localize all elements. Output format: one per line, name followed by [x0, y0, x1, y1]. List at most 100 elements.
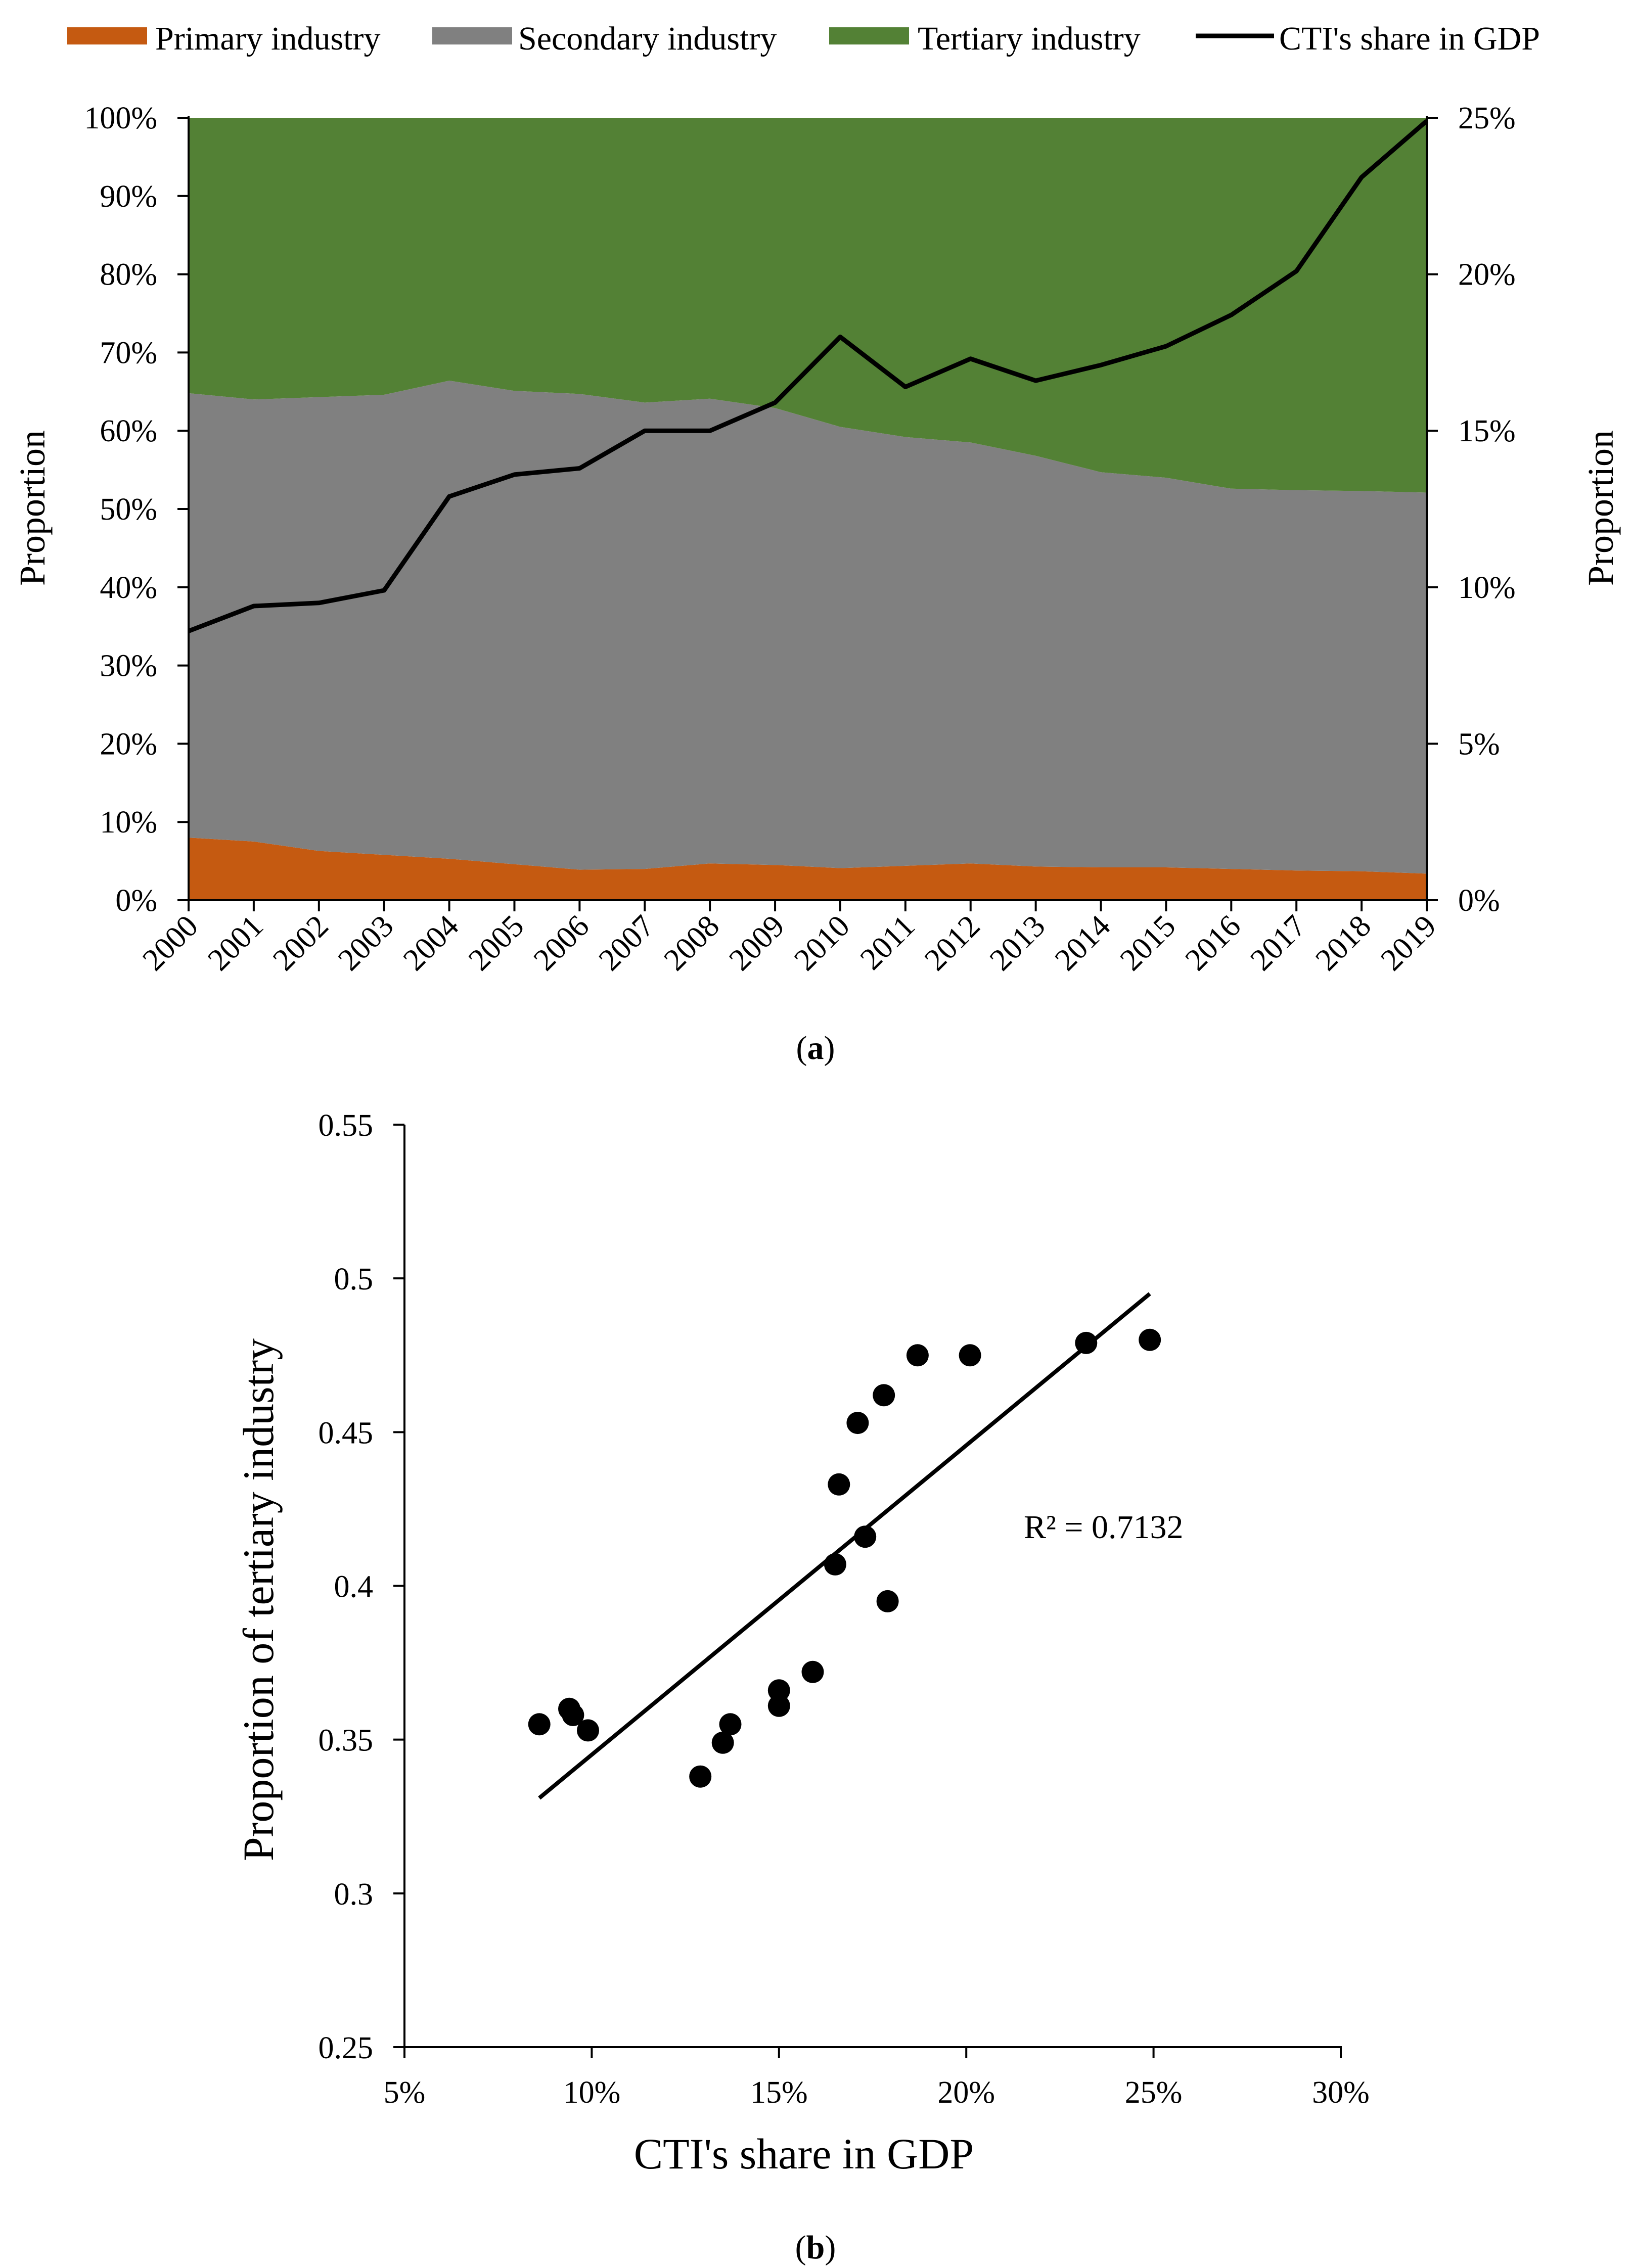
- legend-label-primary-industry: Primary industry: [155, 20, 380, 57]
- y-right-tick-label: 5%: [1458, 727, 1500, 761]
- x-tick-label: 10%: [563, 2075, 621, 2110]
- y-right-tick-labels: 0% 5% 10% 15% 20% 25%: [1458, 101, 1516, 918]
- x-tick-labels: 5% 10% 15% 20% 25% 30%: [384, 2075, 1370, 2110]
- y-left-tick-label: 30%: [100, 649, 157, 683]
- y-tick-label: 0.45: [319, 1416, 374, 1450]
- panel-label-text: (a): [796, 1030, 835, 1067]
- y-tick-labels: 0.25 0.3 0.35 0.4 0.45 0.5 0.55: [319, 1108, 374, 2065]
- axes: [177, 116, 1438, 911]
- y-left-tick-label: 60%: [100, 414, 157, 448]
- x-tick-label: 15%: [750, 2075, 808, 2110]
- x-tick-label: 2003: [332, 909, 400, 978]
- x-tick-label: 2011: [854, 909, 922, 977]
- scatter-point: [846, 1412, 869, 1434]
- cti-line: [188, 119, 1428, 633]
- scatter-points: [528, 1328, 1161, 1788]
- y-left-tick-label: 20%: [100, 727, 157, 761]
- y-left-tick-label: 0%: [115, 884, 157, 918]
- scatter-point: [873, 1384, 895, 1407]
- y-left-tick-label: 100%: [84, 101, 157, 135]
- legend-swatch-secondary-industry: [432, 27, 512, 44]
- stacked-areas: [189, 118, 1427, 900]
- y-axis-title-right: Proportion: [1580, 430, 1621, 586]
- x-tick-label: 2006: [527, 909, 596, 978]
- scatter-point: [959, 1344, 981, 1367]
- panel-label-b: (b): [795, 2229, 836, 2266]
- scatter-point: [906, 1344, 929, 1367]
- y-tick-label: 0.5: [334, 1262, 374, 1297]
- scatter-point: [828, 1473, 850, 1496]
- trendline-segment: [538, 1292, 1151, 1800]
- y-left-tick-label: 80%: [100, 258, 157, 292]
- scatter-point: [854, 1525, 877, 1548]
- scatter-point: [876, 1590, 899, 1612]
- y-left-tick-label: 90%: [100, 179, 157, 214]
- y-axis-title: Proportion of tertiary industry: [234, 1338, 283, 1861]
- panel-label-a: (a): [796, 1030, 835, 1067]
- legend-label-secondary-industry: Secondary industry: [518, 20, 777, 57]
- scatter-point: [1139, 1328, 1161, 1351]
- legend-label-cti-s-share-in-gdp: CTI's share in GDP: [1279, 20, 1540, 57]
- y-left-tick-label: 10%: [100, 805, 157, 840]
- x-tick-labels: 2000200120022003200420052006200720082009…: [136, 909, 1443, 978]
- y-tick-label: 0.55: [319, 1108, 374, 1143]
- area-tertiary-industry: [189, 118, 1427, 493]
- y-right-tick-label: 15%: [1458, 414, 1516, 448]
- x-tick-label: 2016: [1179, 909, 1247, 978]
- y-right-tick-label: 10%: [1458, 571, 1516, 605]
- x-tick-label: 2004: [397, 909, 466, 978]
- y-right-tick-label: 20%: [1458, 258, 1516, 292]
- y-tick-label: 0.25: [319, 2031, 374, 2065]
- x-tick-label: 2014: [1049, 909, 1117, 978]
- scatter-point: [562, 1704, 584, 1726]
- axes: [393, 1124, 1342, 2058]
- y-tick-label: 0.3: [334, 1877, 374, 1912]
- x-tick-label: 2019: [1374, 909, 1443, 978]
- panel-label-text: (b): [795, 2229, 836, 2266]
- x-tick-label: 20%: [937, 2075, 995, 2110]
- x-tick-label: 2013: [983, 909, 1052, 978]
- y-right-tick-label: 25%: [1458, 101, 1516, 135]
- panel-a-area-chart: Primary industry Secondary industry Tertia…: [12, 20, 1621, 1067]
- x-tick-label: 2001: [201, 909, 270, 978]
- x-tick-label: 2017: [1244, 909, 1312, 978]
- y-left-tick-label: 40%: [100, 571, 157, 605]
- y-right-tick-label: 0%: [1458, 884, 1500, 918]
- scatter-point: [689, 1765, 712, 1788]
- x-tick-label: 25%: [1125, 2075, 1183, 2110]
- x-axis-title: CTI's share in GDP: [634, 2130, 974, 2178]
- area-secondary-industry: [189, 381, 1427, 874]
- scatter-point: [767, 1679, 790, 1702]
- panel-b-scatter-chart: 5% 10% 15% 20% 25% 30% 0.250.30.350.40.450.50…: [234, 1108, 1370, 2266]
- x-tick-label: 2000: [136, 909, 205, 978]
- legend-swatch-tertiary-industry: [829, 27, 909, 44]
- scatter-point: [801, 1660, 824, 1683]
- area-primary-industry: [189, 838, 1427, 900]
- x-tick-label: 2009: [722, 909, 791, 978]
- trendline: [538, 1292, 1151, 1800]
- scatter-point: [528, 1713, 551, 1736]
- x-tick-label: 30%: [1312, 2075, 1370, 2110]
- x-tick-label: 2008: [657, 909, 726, 978]
- x-tick-label: 2010: [788, 909, 856, 978]
- scatter-point: [767, 1694, 790, 1717]
- scatter-point: [824, 1553, 846, 1576]
- x-tick-label: 2018: [1309, 909, 1378, 978]
- x-tick-label: 2012: [918, 909, 987, 978]
- scatter-point: [719, 1713, 742, 1736]
- scatter-point: [711, 1731, 734, 1754]
- x-tick-label: 2005: [462, 909, 531, 978]
- legend-swatch-primary-industry: [67, 27, 147, 44]
- y-tick-label: 0.4: [334, 1570, 374, 1604]
- x-tick-label: 5%: [384, 2075, 426, 2110]
- y-left-tick-label: 70%: [100, 336, 157, 370]
- scatter-point: [577, 1719, 599, 1742]
- y-left-tick-label: 50%: [100, 492, 157, 527]
- x-tick-label: 2002: [266, 909, 335, 978]
- y-axis-title-left: Proportion: [12, 430, 53, 586]
- legend: Primary industry Secondary industry Tertia…: [67, 20, 1540, 57]
- x-tick-label: 2007: [592, 909, 661, 978]
- scatter-point: [1075, 1331, 1098, 1354]
- r-squared-annotation: R² = 0.7132: [1024, 1509, 1184, 1546]
